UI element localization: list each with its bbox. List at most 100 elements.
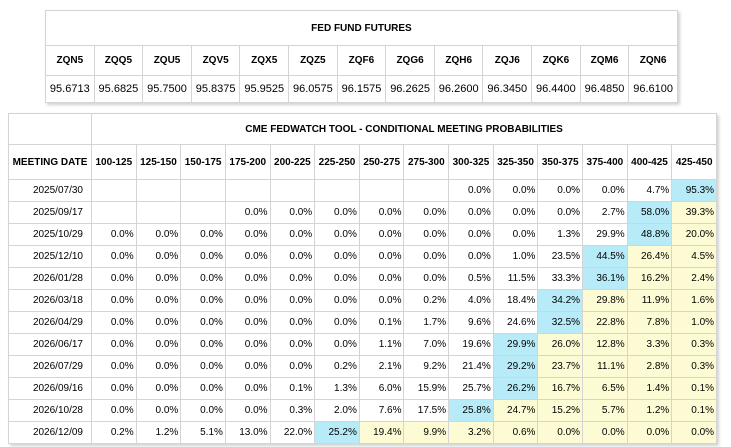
probability-cell bbox=[135, 179, 182, 202]
futures-code: ZQV5 bbox=[190, 45, 241, 76]
probability-cell: 23.7% bbox=[537, 355, 584, 378]
probability-cell: 0.0% bbox=[358, 201, 405, 224]
rate-range-header: 275-300 bbox=[403, 144, 450, 180]
probability-cell: 19.4% bbox=[358, 421, 405, 444]
probability-cell: 0.0% bbox=[403, 245, 450, 268]
probability-cell: 21.4% bbox=[448, 355, 494, 378]
probability-cell: 0.3% bbox=[269, 399, 316, 422]
probability-cell: 0.0% bbox=[314, 267, 360, 290]
probability-cell: 0.0% bbox=[224, 289, 271, 312]
rate-range-header: 250-275 bbox=[358, 144, 405, 180]
probability-cell: 0.0% bbox=[314, 223, 360, 246]
probability-cell: 0.0% bbox=[135, 267, 182, 290]
meeting-date: 2026/04/29 bbox=[8, 311, 92, 334]
probability-cell bbox=[314, 179, 360, 202]
probability-cell: 0.0% bbox=[403, 223, 450, 246]
probability-cell: 0.0% bbox=[180, 311, 226, 334]
probability-cell: 0.2% bbox=[314, 355, 360, 378]
futures-price: 96.0575 bbox=[288, 75, 338, 103]
probability-cell: 48.8% bbox=[626, 223, 673, 246]
rate-range-header: 100-125 bbox=[91, 144, 137, 180]
probability-cell: 1.1% bbox=[358, 333, 405, 356]
probability-cell: 34.2% bbox=[537, 289, 584, 312]
probability-cell: 2.1% bbox=[358, 355, 405, 378]
futures-code: ZQG6 bbox=[385, 45, 435, 76]
probability-cell bbox=[180, 179, 226, 202]
probability-cell: 22.8% bbox=[582, 311, 628, 334]
probability-cell: 26.0% bbox=[537, 333, 584, 356]
probability-cell: 1.3% bbox=[537, 223, 584, 246]
futures-price: 95.6825 bbox=[93, 75, 144, 103]
probability-cell: 0.1% bbox=[671, 399, 718, 422]
rate-range-header: 350-375 bbox=[537, 144, 584, 180]
futures-code: ZQH6 bbox=[433, 45, 484, 76]
probability-cell: 95.3% bbox=[671, 179, 718, 202]
futures-price: 95.9525 bbox=[239, 75, 290, 103]
probability-cell: 18.4% bbox=[492, 289, 539, 312]
probability-cell: 0.0% bbox=[224, 311, 271, 334]
probability-cell: 0.0% bbox=[269, 223, 316, 246]
probability-cell: 0.0% bbox=[135, 333, 182, 356]
probability-cell: 0.0% bbox=[448, 223, 494, 246]
probability-cell: 0.0% bbox=[224, 399, 271, 422]
meeting-date: 2026/12/09 bbox=[8, 421, 92, 444]
rate-range-header: 225-250 bbox=[314, 144, 360, 180]
probability-cell: 0.0% bbox=[582, 421, 628, 444]
futures-code: ZQN5 bbox=[45, 45, 95, 76]
probability-cell: 0.0% bbox=[269, 311, 316, 334]
probability-cell: 1.7% bbox=[403, 311, 450, 334]
fedwatch-probabilities-table: CME FEDWATCH TOOL - CONDITIONAL MEETING … bbox=[8, 113, 718, 444]
probability-cell: 0.1% bbox=[358, 311, 405, 334]
meeting-date: 2026/09/16 bbox=[8, 377, 92, 400]
probability-cell: 0.0% bbox=[314, 333, 360, 356]
futures-price: 96.2600 bbox=[433, 75, 484, 103]
rate-range-header: 375-400 bbox=[582, 144, 628, 180]
probability-cell: 0.0% bbox=[135, 377, 182, 400]
probability-cell: 0.0% bbox=[269, 355, 316, 378]
rate-range-header: 325-350 bbox=[492, 144, 539, 180]
probability-cell bbox=[269, 179, 316, 202]
probability-cell: 0.0% bbox=[91, 377, 137, 400]
probability-cell: 0.0% bbox=[314, 245, 360, 268]
probability-cell: 24.7% bbox=[492, 399, 539, 422]
probability-cell bbox=[91, 179, 137, 202]
futures-code: ZQM6 bbox=[579, 45, 630, 76]
probability-cell: 0.0% bbox=[180, 245, 226, 268]
table-row: 2025/10/29 0.0% 0.0% 0.0% 0.0% 0.0% 0.0% 0.0% 0.… bbox=[8, 223, 718, 246]
probability-cell: 0.0% bbox=[180, 223, 226, 246]
futures-code: ZQX5 bbox=[239, 45, 290, 76]
probability-cell: 1.4% bbox=[626, 377, 673, 400]
probability-cell: 1.3% bbox=[314, 377, 360, 400]
probability-cell: 0.1% bbox=[671, 377, 718, 400]
rate-range-header: 200-225 bbox=[269, 144, 316, 180]
probability-cell: 0.0% bbox=[537, 201, 584, 224]
rate-range-header: 400-425 bbox=[626, 144, 673, 180]
probability-cell: 0.0% bbox=[91, 223, 137, 246]
probability-cell: 0.0% bbox=[224, 333, 271, 356]
probability-cell: 25.7% bbox=[448, 377, 494, 400]
futures-code: ZQU5 bbox=[142, 45, 192, 76]
probability-cell: 44.5% bbox=[582, 245, 628, 268]
probability-cell: 0.0% bbox=[91, 267, 137, 290]
probability-cell: 0.0% bbox=[403, 267, 450, 290]
probability-cell: 1.0% bbox=[671, 311, 718, 334]
probability-cell: 22.0% bbox=[269, 421, 316, 444]
probability-cell: 0.0% bbox=[582, 179, 628, 202]
futures-price: 95.7500 bbox=[142, 75, 192, 103]
fed-fund-futures-table: FED FUND FUTURES ZQN5 ZQQ5 ZQU5 ZQV5 ZQX5 ZQZ… bbox=[45, 10, 678, 103]
probability-cell: 15.9% bbox=[403, 377, 450, 400]
probability-cell bbox=[135, 201, 182, 224]
futures-price: 95.8375 bbox=[190, 75, 241, 103]
probability-cell: 16.2% bbox=[626, 267, 673, 290]
probability-cell: 11.5% bbox=[492, 267, 539, 290]
probability-cell: 25.2% bbox=[314, 421, 360, 444]
probability-cell: 19.6% bbox=[448, 333, 494, 356]
probability-cell: 0.0% bbox=[448, 179, 494, 202]
futures-price: 96.1575 bbox=[336, 75, 387, 103]
probability-cell: 29.8% bbox=[582, 289, 628, 312]
probability-cell: 26.2% bbox=[492, 377, 539, 400]
table-row: 2026/07/29 0.0% 0.0% 0.0% 0.0% 0.0% 0.2% 2.1% 9.… bbox=[8, 355, 718, 378]
futures-price: 96.2625 bbox=[385, 75, 435, 103]
probability-cell: 0.0% bbox=[626, 421, 673, 444]
probability-cell: 0.0% bbox=[91, 333, 137, 356]
